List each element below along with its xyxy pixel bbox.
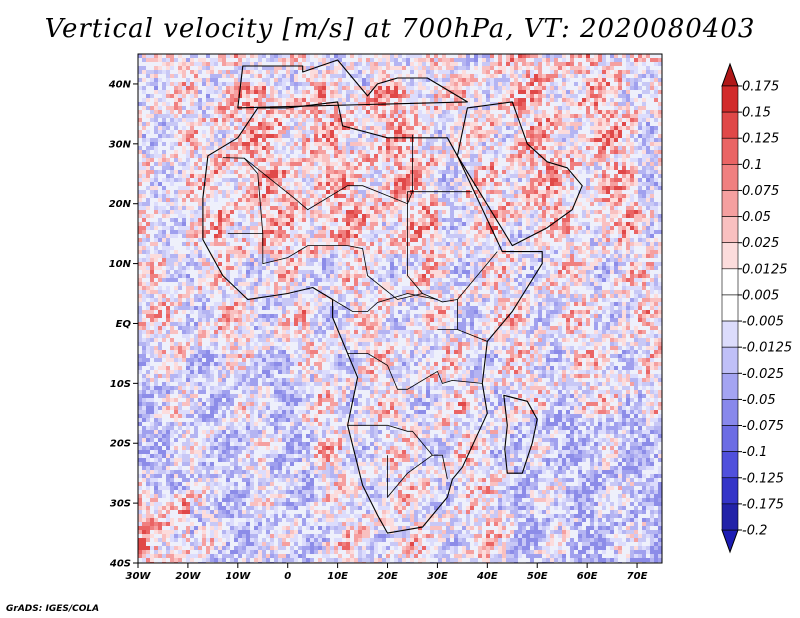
lat-tick-label: EQ xyxy=(116,319,132,330)
country-border xyxy=(332,293,438,312)
colorbar-swatch xyxy=(721,268,739,296)
country-border xyxy=(222,157,264,235)
colorbar-swatch xyxy=(721,503,739,531)
lat-tick-label: 20S xyxy=(110,439,131,450)
colorbar-label: -0.1 xyxy=(742,445,767,460)
lon-tick-label: 30E xyxy=(427,571,448,582)
axis-ticks: 30W 20W 10W 0 10E 20E 30E 40E 50E 60E 70E 40N 30N 20N… xyxy=(108,79,648,582)
lat-tick-label: 20N xyxy=(109,199,132,210)
colorbar-swatch xyxy=(721,477,739,505)
colorbar-label: 0.005 xyxy=(742,288,779,303)
colorbar-label: -0.2 xyxy=(742,524,767,539)
lon-tick-label: 10E xyxy=(327,571,348,582)
colorbar-label: -0.075 xyxy=(742,419,784,434)
colorbar-label: -0.125 xyxy=(742,471,784,486)
colorbar-swatch xyxy=(721,399,739,426)
colorbar-swatch xyxy=(721,137,739,165)
colorbar-swatch xyxy=(721,85,739,113)
coastlines-and-borders xyxy=(202,59,583,534)
lon-tick-label: 40E xyxy=(476,571,498,582)
colorbar-label: -0.005 xyxy=(742,315,784,330)
colorbar-swatch xyxy=(721,425,739,452)
mediterranean-north-coast xyxy=(237,59,468,109)
lat-tick-label: 40N xyxy=(108,79,132,90)
country-border xyxy=(387,454,433,499)
vertical-velocity-field xyxy=(138,54,662,563)
lat-tick-label: 40S xyxy=(109,559,131,570)
lon-tick-label: 20W xyxy=(175,571,201,582)
madagascar-coast xyxy=(503,394,538,474)
country-border xyxy=(347,245,423,300)
colorbar-label: 0.1 xyxy=(742,158,763,173)
lat-tick-label: 10S xyxy=(110,379,131,390)
colorbar-top-arrow xyxy=(721,62,739,87)
map-title: Vertical velocity [m/s] at 700hPa, VT: 2… xyxy=(44,14,756,44)
colorbar-swatch xyxy=(721,111,739,139)
colorbar-swatch xyxy=(721,242,739,270)
lon-tick-label: 50E xyxy=(527,571,548,582)
lat-tick-label: 30N xyxy=(109,139,132,150)
colorbar-swatch xyxy=(721,346,739,374)
lat-tick-label: 30S xyxy=(110,499,131,510)
colorbar-label: 0.0125 xyxy=(742,262,788,277)
colorbar-label: 0.125 xyxy=(742,132,779,147)
colorbar-label: -0.025 xyxy=(742,367,784,382)
colorbar-swatch xyxy=(721,451,739,479)
colorbar-label: 0.175 xyxy=(742,80,779,95)
lon-tick-label: 20E xyxy=(377,571,398,582)
country-border xyxy=(347,424,448,480)
colorbar-label: -0.0125 xyxy=(742,341,792,356)
grads-credit: GrADS: IGES/COLA xyxy=(6,604,100,614)
lon-tick-label: 10W xyxy=(225,571,251,582)
colorbar-label: -0.05 xyxy=(742,393,776,408)
country-border xyxy=(347,352,483,390)
plot-frame xyxy=(137,53,663,564)
country-border xyxy=(262,233,348,265)
colorbar-swatch xyxy=(721,294,739,322)
colorbar-swatch xyxy=(721,164,739,191)
africa-coast xyxy=(202,101,543,534)
colorbar-label: 0.075 xyxy=(742,184,779,199)
lon-tick-label: 0 xyxy=(284,571,291,582)
lon-tick-label: 30W xyxy=(126,571,152,582)
lon-tick-label: 70E xyxy=(627,571,648,582)
colorbar-label: 0.05 xyxy=(742,210,771,225)
colorbar-label: -0.175 xyxy=(742,497,784,512)
colorbar: 0.175 0.15 0.125 0.1 0.075 0.05 0.025 0.0125 0.0… xyxy=(721,62,792,554)
lon-tick-label: 60E xyxy=(577,571,598,582)
colorbar-swatch xyxy=(721,372,739,400)
colorbar-swatch xyxy=(721,216,739,244)
colorbar-swatch xyxy=(721,190,739,217)
country-border xyxy=(457,329,488,342)
lat-tick-label: 10N xyxy=(109,259,132,270)
colorbar-bottom-arrow xyxy=(721,529,739,554)
colorbar-label: 0.025 xyxy=(742,236,779,251)
colorbar-label: 0.15 xyxy=(742,106,771,121)
arabia-coast xyxy=(456,101,583,247)
country-border xyxy=(244,157,472,211)
colorbar-swatch xyxy=(721,320,739,348)
